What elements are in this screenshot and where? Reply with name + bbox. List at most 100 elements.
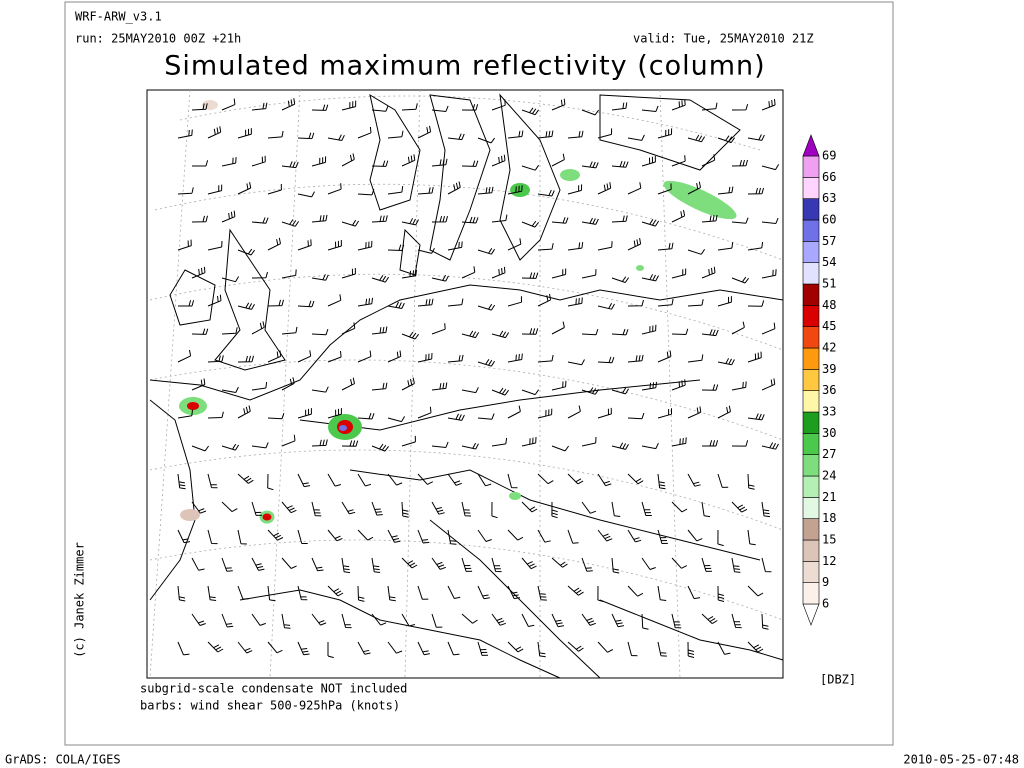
wind-barb [641,613,649,630]
wind-barb [521,389,540,396]
wind-barb [657,585,667,601]
wind-barb [251,155,266,167]
wind-barb [177,585,186,602]
wind-barb [431,501,445,515]
wind-barb [657,183,672,195]
wind-barb [747,241,764,251]
colorbar-label: 15 [822,533,836,547]
wind-barb [237,302,255,310]
wind-barb [671,268,687,279]
wind-barb [491,437,508,447]
wind-barb [551,557,568,568]
wind-barb [417,529,430,544]
wind-barb [641,381,657,391]
wind-barb [191,445,210,452]
wind-barb [267,130,284,139]
wind-barb [747,585,764,597]
colorbar-label: 48 [822,298,836,312]
colorbar-label: 9 [822,575,829,589]
wind-barb [761,99,776,111]
wind-barb [627,182,642,195]
wind-barb [537,189,555,197]
wind-barb [687,529,703,542]
wind-barb [551,268,567,279]
colorbar-label: 54 [822,255,836,269]
wind-barb [731,103,749,111]
wind-barb [191,215,208,223]
wind-barb [461,104,479,111]
wind-barb [341,501,356,515]
wind-barb [357,126,372,139]
wind-barb [567,184,583,195]
wind-barb [731,557,741,573]
wind-barb [507,185,523,195]
wind-barb [371,215,388,223]
wind-barb [371,105,389,112]
wind-barb [251,557,265,571]
colorbar-swatch [802,433,820,455]
colorbar-swatch [802,561,820,583]
wind-barb [731,613,742,629]
colorbar-swatch [802,241,820,263]
wind-barb [717,585,725,602]
wind-barb [761,269,777,279]
wind-barb [387,529,401,543]
wind-barb [641,442,659,450]
wind-barb [761,557,772,573]
wind-barb [357,529,374,541]
wind-barb [701,214,718,223]
wind-barb [551,217,569,224]
wind-barb [581,436,597,447]
wind-barb [311,557,324,572]
run-label: run: 25MAY2010 00Z +21h [75,32,241,46]
wind-barb [507,641,524,653]
colorbar-swatch [802,326,820,349]
wind-barb [611,276,630,283]
wind-barb [551,613,564,628]
wind-barb [747,351,762,363]
wind-barb [567,585,584,596]
wind-barb [627,354,644,363]
wind-barb [477,529,492,542]
wind-barb [401,377,415,391]
wind-barb [311,501,322,517]
wind-barb [221,443,240,451]
wind-barb [761,217,779,224]
colorbar: 6912151821242730333639424548515457606366… [802,134,836,626]
wind-barb [207,126,222,139]
wind-barb [417,247,435,254]
colorbar-swatch [802,262,820,285]
wind-barb [701,613,718,625]
wind-barb [447,529,457,545]
wind-barb [597,303,615,310]
wind-barb [597,128,613,139]
colorbar-label: 18 [822,511,836,525]
wind-barb [311,328,329,336]
wind-barb [371,613,387,626]
colorbar-label: 33 [822,405,836,419]
wind-barb [251,442,269,449]
wind-barb [251,271,268,279]
wind-barb [657,242,674,251]
wind-barb [477,303,496,311]
wind-barb [567,242,584,251]
wind-barb [551,153,565,167]
wind-barb [357,297,373,307]
wind-barb [191,613,206,626]
wind-barb [717,473,729,488]
colorbar-swatch [802,454,820,477]
wind-barb [221,557,233,572]
wind-barb [327,239,342,251]
wind-barb [431,557,446,570]
note: subgrid-scale condensate NOT included [140,682,407,696]
wind-barb [657,641,667,657]
wind-barb [491,387,510,396]
wind-barb [341,440,359,447]
wind-barb [641,557,656,570]
wind-barb [597,356,615,364]
wind-barb [447,133,465,141]
wind-barb [431,323,446,335]
wind-barb [491,501,498,519]
wind-barb [627,238,642,251]
